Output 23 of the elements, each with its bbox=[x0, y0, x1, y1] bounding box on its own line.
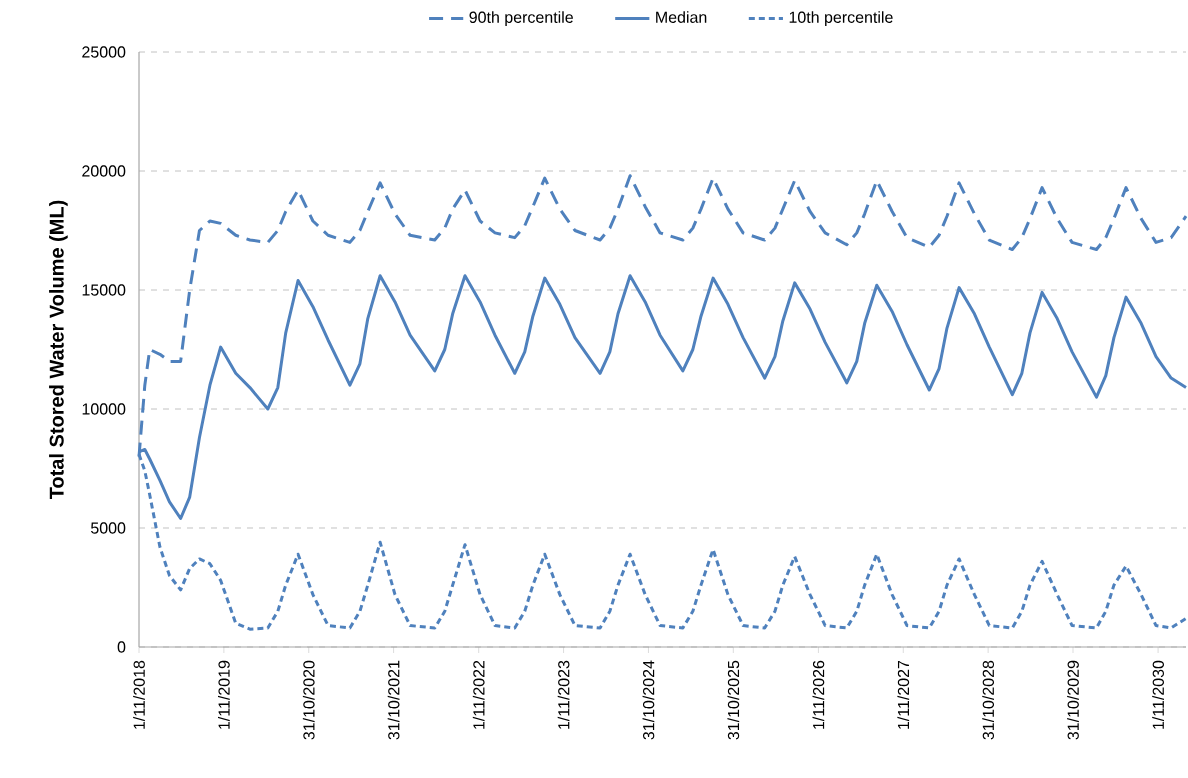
x-tick-label: 31/10/2028 bbox=[982, 660, 995, 740]
y-tick-label: 5000 bbox=[90, 522, 126, 534]
x-tick-label: 31/10/2024 bbox=[642, 660, 655, 740]
y-tick-label: 0 bbox=[117, 641, 126, 653]
y-axis-title: Total Stored Water Volume (ML) bbox=[49, 200, 68, 500]
y-tick-label: 25000 bbox=[82, 46, 126, 58]
legend-label: Median bbox=[656, 11, 707, 23]
x-tick-label: 31/10/2025 bbox=[727, 660, 740, 740]
x-tick-label: 1/11/2019 bbox=[217, 660, 230, 729]
y-tick-label: 20000 bbox=[82, 165, 126, 177]
x-tick-label: 1/11/2027 bbox=[897, 660, 910, 729]
x-tick-label: 1/11/2030 bbox=[1152, 660, 1164, 729]
x-tick-label: 1/11/2023 bbox=[557, 660, 570, 729]
legend-label: 10th percentile bbox=[789, 11, 893, 27]
legend-label: 90th percentile bbox=[469, 11, 573, 27]
x-tick-label: 1/11/2018 bbox=[133, 660, 145, 729]
x-tick-label: 31/10/2029 bbox=[1067, 660, 1079, 740]
y-tick-label: 15000 bbox=[82, 284, 126, 296]
x-tick-label: 31/10/2021 bbox=[387, 660, 400, 740]
x-tick-label: 31/10/2020 bbox=[302, 660, 315, 740]
y-tick-label: 10000 bbox=[82, 403, 126, 415]
x-tick-label: 1/11/2022 bbox=[472, 660, 485, 729]
x-tick-label: 1/11/2026 bbox=[812, 660, 825, 729]
